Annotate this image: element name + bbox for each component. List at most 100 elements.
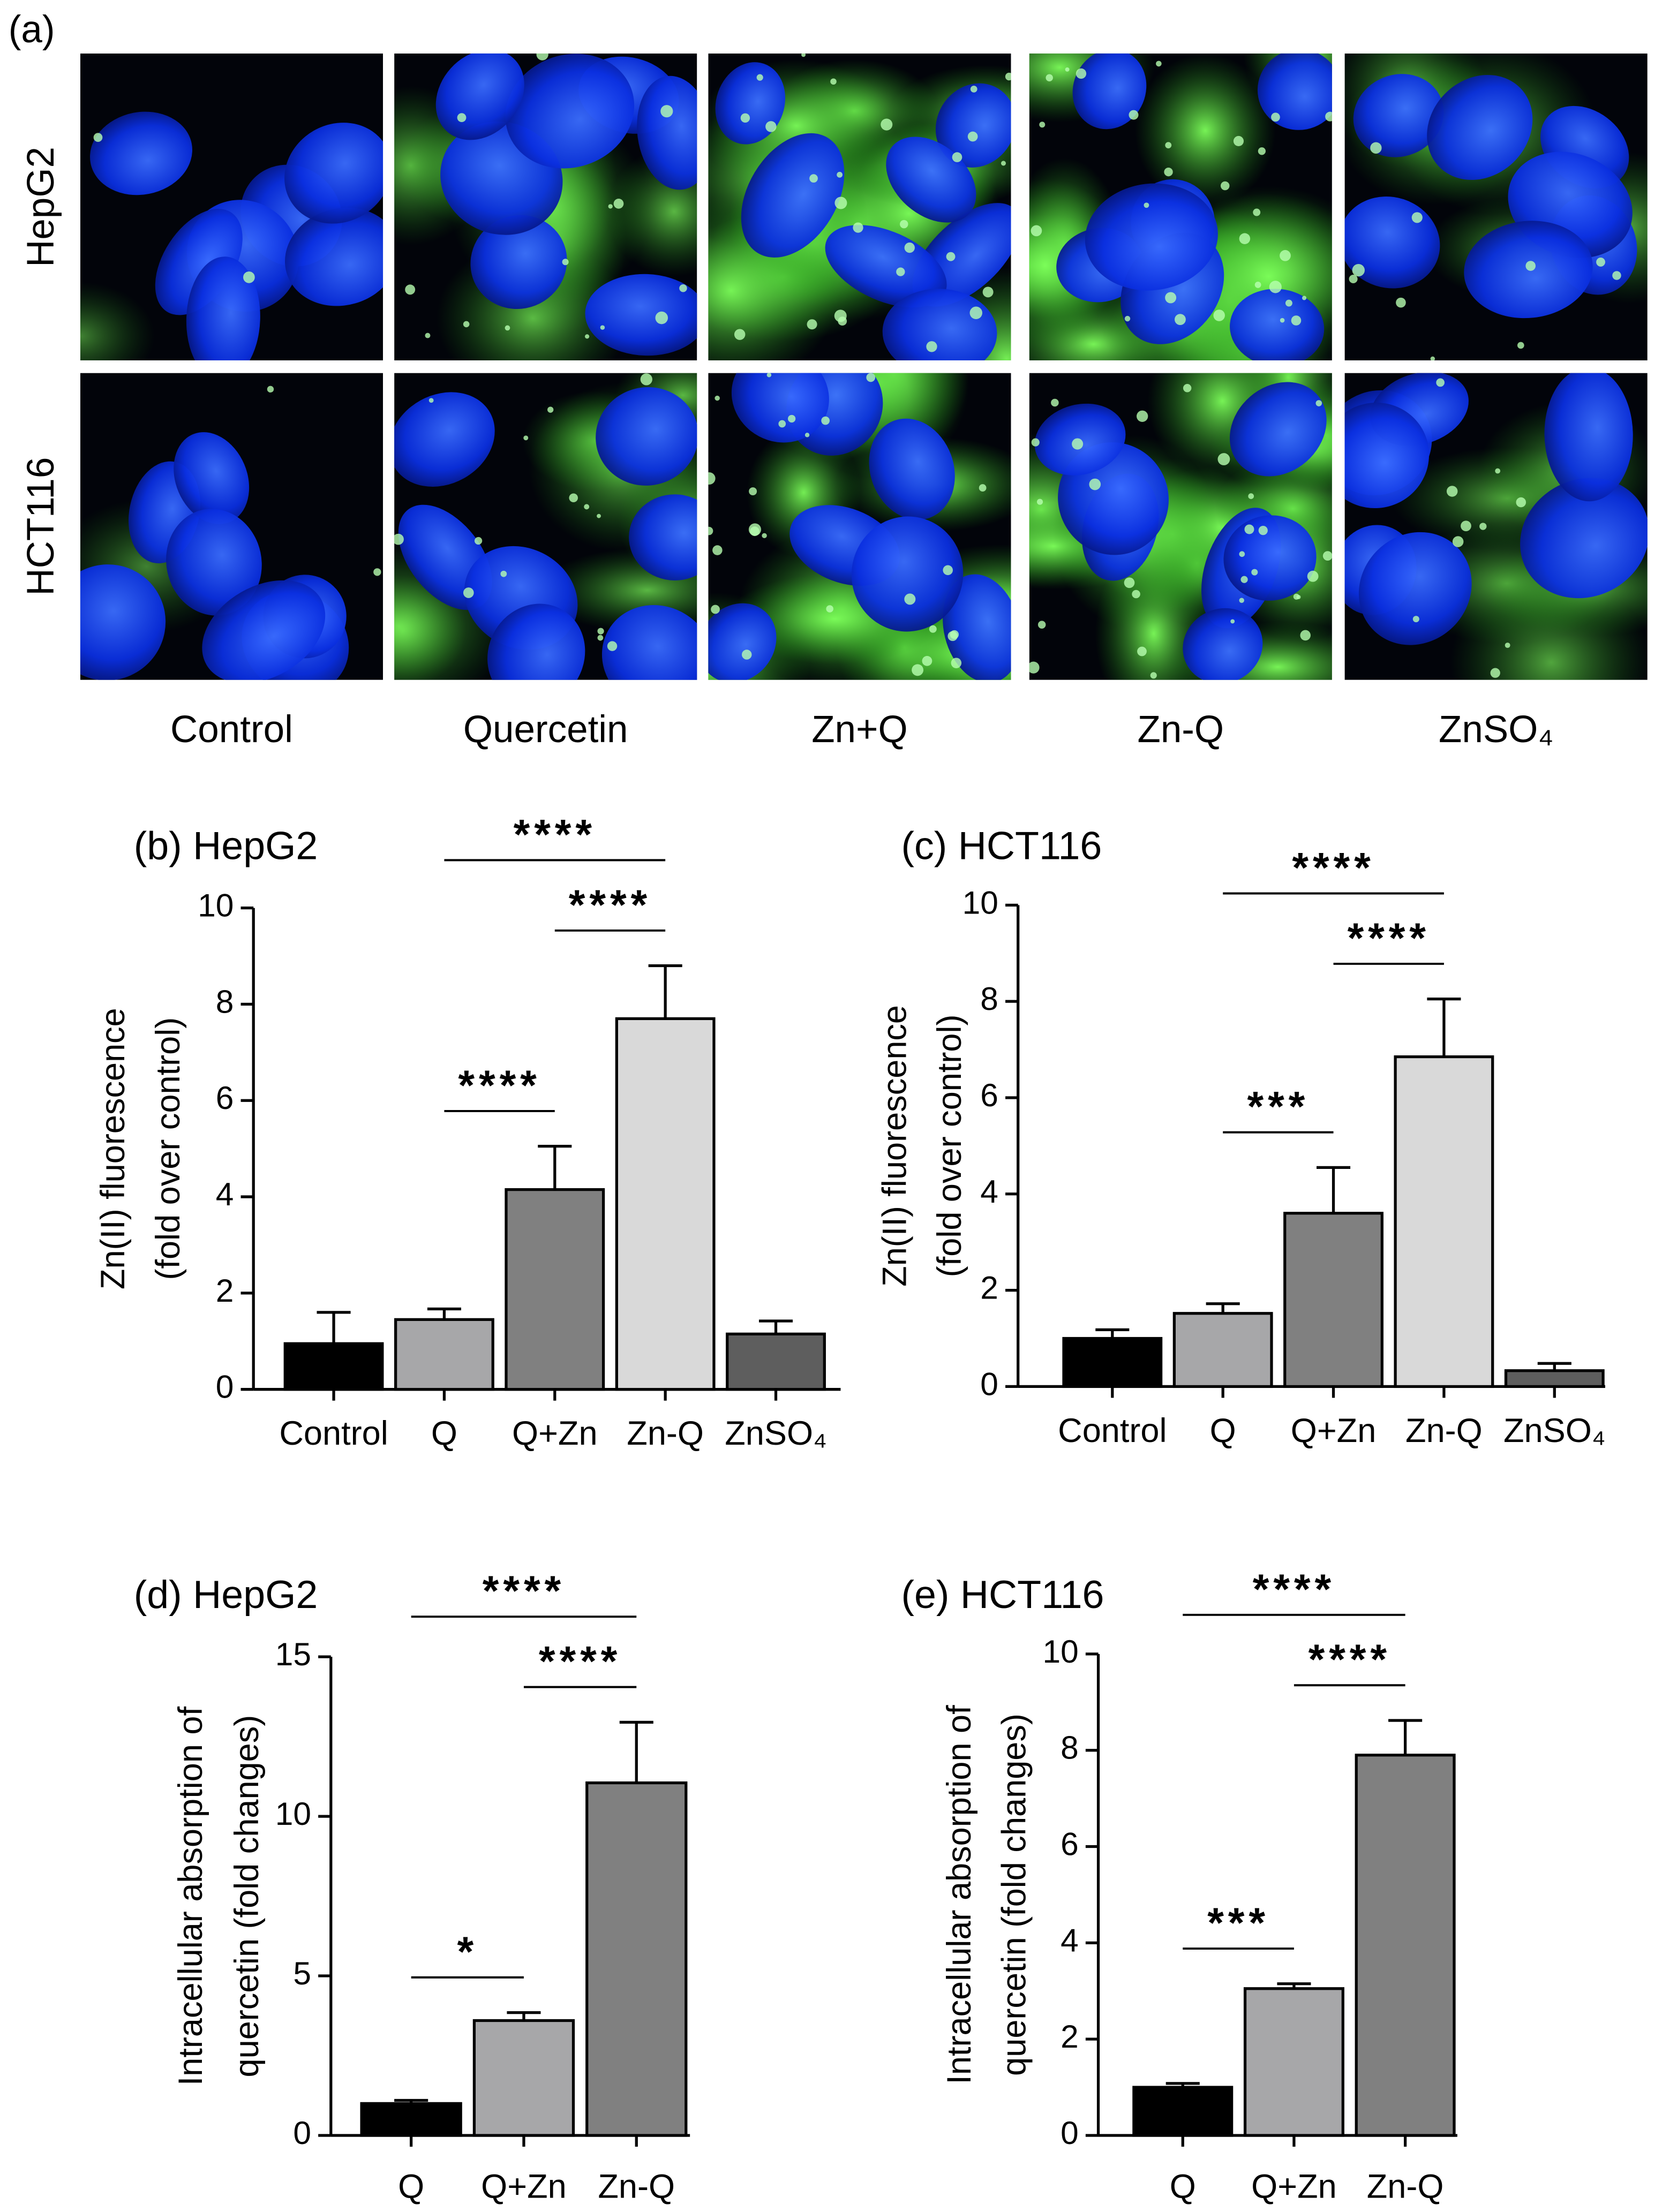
x-tick-label: Q+Zn [1291, 1412, 1377, 1449]
zinc-puncta [1065, 67, 1070, 72]
zinc-puncta [1239, 598, 1244, 603]
significance-label: **** [483, 1567, 565, 1614]
zinc-puncta [584, 504, 590, 510]
y-tick-label: 4 [1061, 1922, 1079, 1958]
nucleus [202, 580, 326, 680]
zinc-puncta [1124, 577, 1135, 588]
micrograph [708, 373, 1011, 680]
zinc-puncta [1452, 536, 1464, 547]
zinc-puncta [267, 386, 274, 393]
zinc-puncta [929, 625, 937, 633]
zinc-puncta [853, 222, 863, 233]
zinc-puncta [1072, 438, 1084, 450]
zinc-puncta [1165, 142, 1172, 149]
bar [472, 2019, 575, 2137]
zinc-puncta [1031, 438, 1040, 447]
nucleus [741, 133, 845, 258]
zinc-puncta [740, 113, 750, 123]
zinc-puncta [1280, 250, 1291, 261]
zinc-puncta [1446, 486, 1458, 497]
zinc-puncta [1596, 258, 1605, 267]
zinc-puncta [969, 306, 982, 320]
zinc-puncta [607, 641, 618, 651]
zinc-puncta [979, 484, 987, 492]
zinc-puncta [881, 118, 893, 131]
nucleus [1344, 402, 1430, 509]
zinc-puncta [766, 373, 772, 378]
significance-label: **** [569, 881, 651, 928]
zinc-puncta [778, 420, 786, 428]
zinc-puncta [1251, 569, 1258, 576]
y-tick-label: 6 [980, 1077, 998, 1113]
nucleus [1520, 478, 1648, 599]
nucleus [186, 256, 260, 360]
zinc-puncta [1271, 112, 1280, 122]
zinc-puncta [474, 537, 483, 545]
zinc-puncta [896, 267, 905, 276]
zinc-puncta [1495, 468, 1501, 474]
x-tick-label: Zn-Q [1405, 1412, 1483, 1449]
significance-label: **** [539, 1638, 621, 1685]
zinc-puncta [405, 284, 416, 295]
significance-label: * [457, 1928, 478, 1975]
zinc-puncta [1233, 135, 1244, 147]
bar [1283, 1212, 1383, 1388]
chart-title: (b) HepG2 [134, 824, 318, 868]
significance-label: **** [1348, 915, 1430, 962]
micrograph [80, 373, 383, 680]
zinc-puncta [1124, 315, 1131, 322]
zinc-puncta [1248, 493, 1254, 499]
nucleus [1183, 608, 1263, 680]
zinc-puncta [1269, 281, 1282, 293]
zinc-puncta [1349, 274, 1358, 283]
zinc-puncta [1280, 318, 1285, 323]
y-tick-label: 4 [216, 1176, 234, 1212]
zinc-puncta [1039, 122, 1046, 128]
zinc-puncta [1144, 202, 1149, 208]
significance-label: **** [1308, 1636, 1391, 1683]
zinc-puncta [708, 526, 713, 535]
x-tick-label: Q [431, 1415, 457, 1452]
zinc-puncta [804, 433, 810, 437]
zinc-puncta [1137, 646, 1147, 656]
x-tick-label: ZnSO₄ [725, 1415, 827, 1452]
zinc-puncta [1076, 68, 1087, 79]
nucleus [166, 509, 262, 616]
bar [1504, 1369, 1605, 1388]
x-tick-label: Q [398, 2168, 424, 2206]
zinc-puncta [765, 121, 777, 132]
nucleus [284, 123, 383, 224]
zinc-puncta [679, 284, 687, 292]
row-label: HCT116 [20, 457, 62, 596]
zinc-puncta [613, 198, 624, 209]
zinc-puncta [428, 398, 434, 403]
zinc-puncta [801, 53, 806, 57]
zinc-puncta [425, 333, 431, 338]
zinc-puncta [1029, 661, 1040, 674]
zinc-puncta [562, 259, 569, 266]
nucleus [882, 289, 997, 360]
zinc-puncta [947, 631, 958, 641]
zinc-puncta [821, 416, 830, 425]
y-tick-label: 8 [1061, 1730, 1079, 1766]
nucleus [89, 111, 192, 195]
nucleus [394, 392, 495, 487]
zinc-puncta [597, 635, 604, 641]
zinc-puncta [569, 493, 578, 503]
zinc-puncta [600, 325, 605, 330]
zinc-puncta [970, 85, 977, 93]
zinc-puncta [834, 197, 847, 209]
zinc-puncta [1239, 551, 1245, 557]
nucleus [1085, 183, 1218, 291]
nucleus [943, 574, 1011, 680]
nucleus [851, 516, 964, 632]
chart-title: (d) HepG2 [134, 1572, 318, 1617]
nucleus [487, 603, 585, 680]
zinc-puncta [1325, 111, 1332, 122]
zinc-puncta [1164, 167, 1173, 177]
zinc-puncta [1129, 110, 1139, 120]
bar [283, 1342, 384, 1391]
y-tick-label: 10 [275, 1795, 311, 1832]
chart-title: (c) HCT116 [901, 824, 1102, 868]
nucleus [825, 225, 947, 308]
